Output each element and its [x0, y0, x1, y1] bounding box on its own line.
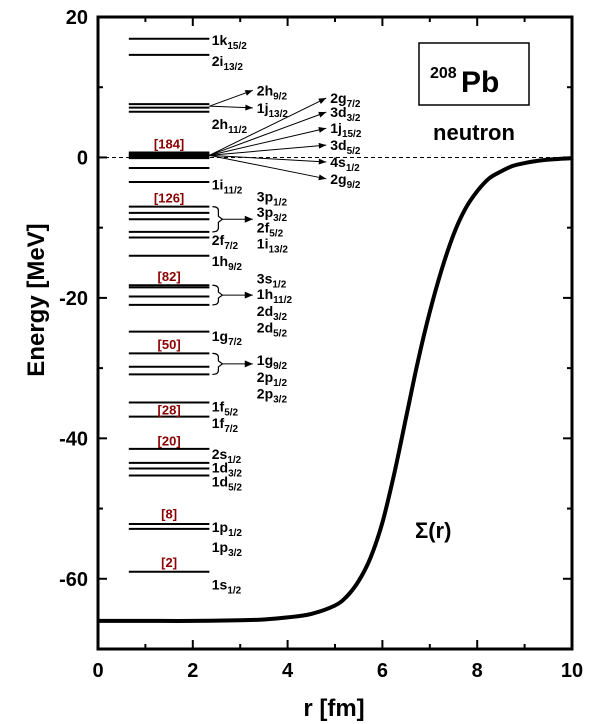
nucleus-box: 208 Pb: [418, 42, 530, 106]
arrow-head: [318, 158, 327, 165]
level-labels: 1k15/22i13/22h9/21j13/22h11/22g7/23d3/21…: [212, 32, 362, 597]
level-brace: [212, 352, 224, 376]
level-arrow: [209, 144, 327, 156]
x-axis-label: r [fm]: [303, 695, 364, 722]
level-label: 1g7/2: [212, 328, 243, 348]
level-braces: [212, 206, 253, 376]
arrow-head: [244, 360, 253, 368]
magic-number: [82]: [158, 269, 181, 284]
y-tick-label: 20: [66, 7, 88, 29]
level-label: 1i11/2: [212, 176, 243, 196]
level-arrow: [209, 97, 327, 156]
x-tick-label: 10: [561, 660, 583, 682]
nucleus-mass-number: 208: [430, 65, 457, 82]
arrow-head: [244, 215, 253, 223]
curve-label: Σ(r): [415, 518, 451, 543]
level-label: 1p3/2: [212, 539, 243, 559]
y-tick-label: -20: [59, 288, 88, 310]
arrow-head: [318, 127, 327, 133]
x-tick-labels: 0 2 4 6 8 10: [92, 660, 583, 682]
particle-label: neutron: [433, 120, 515, 145]
y-tick-labels: 20 0 -20 -40 -60: [59, 7, 88, 591]
level-label: 1k15/2: [212, 32, 247, 52]
x-tick-label: 6: [377, 660, 388, 682]
magic-number: [184]: [154, 136, 184, 151]
magic-number: [2]: [161, 555, 177, 570]
magic-number: [20]: [158, 433, 181, 448]
x-tick-label: 2: [187, 660, 198, 682]
arrow-head: [244, 90, 253, 96]
y-axis-label: Energy [MeV]: [23, 223, 50, 376]
magic-number: [28]: [158, 403, 181, 418]
level-arrow: [209, 89, 253, 107]
axis-ticks: [97, 16, 573, 650]
magic-number: [126]: [154, 190, 184, 205]
level-arrow: [209, 127, 327, 156]
nucleus-symbol: Pb: [461, 66, 499, 99]
magic-number-labels: [184] [126] [82] [50] [28] [20] [8] [2]: [154, 136, 184, 570]
x-tick-label: 4: [282, 660, 294, 682]
level-brace: [212, 284, 224, 306]
level-label: 2h11/2: [212, 116, 248, 136]
level-brace: [212, 206, 224, 233]
potential-curve: [97, 156, 573, 623]
level-label: 2f7/2: [212, 232, 239, 252]
level-label: 1j13/2: [257, 100, 289, 120]
level-lines: [128, 37, 210, 573]
arrow-head: [318, 98, 327, 104]
level-arrow: [209, 111, 327, 156]
x-tick-label: 0: [92, 660, 103, 682]
arrow-head: [318, 142, 327, 149]
level-arrow: [209, 154, 327, 180]
arrow-head: [244, 291, 253, 299]
arrow-head: [318, 174, 327, 181]
y-tick-label: -40: [59, 428, 88, 450]
level-arrow: [209, 154, 327, 163]
x-tick-label: 8: [472, 660, 483, 682]
arrow-head: [318, 111, 327, 118]
arrow-head: [245, 104, 253, 111]
y-tick-label: -60: [59, 569, 88, 591]
level-label: 1s1/2: [212, 577, 242, 597]
y-tick-label: 0: [77, 147, 88, 169]
magic-number: [8]: [161, 506, 177, 521]
magic-number: [50]: [158, 337, 181, 352]
level-label: 1p1/2: [212, 519, 243, 539]
level-label: 1h9/2: [212, 253, 243, 273]
level-arrows: [209, 89, 327, 181]
level-label: 2i13/2: [212, 53, 244, 73]
